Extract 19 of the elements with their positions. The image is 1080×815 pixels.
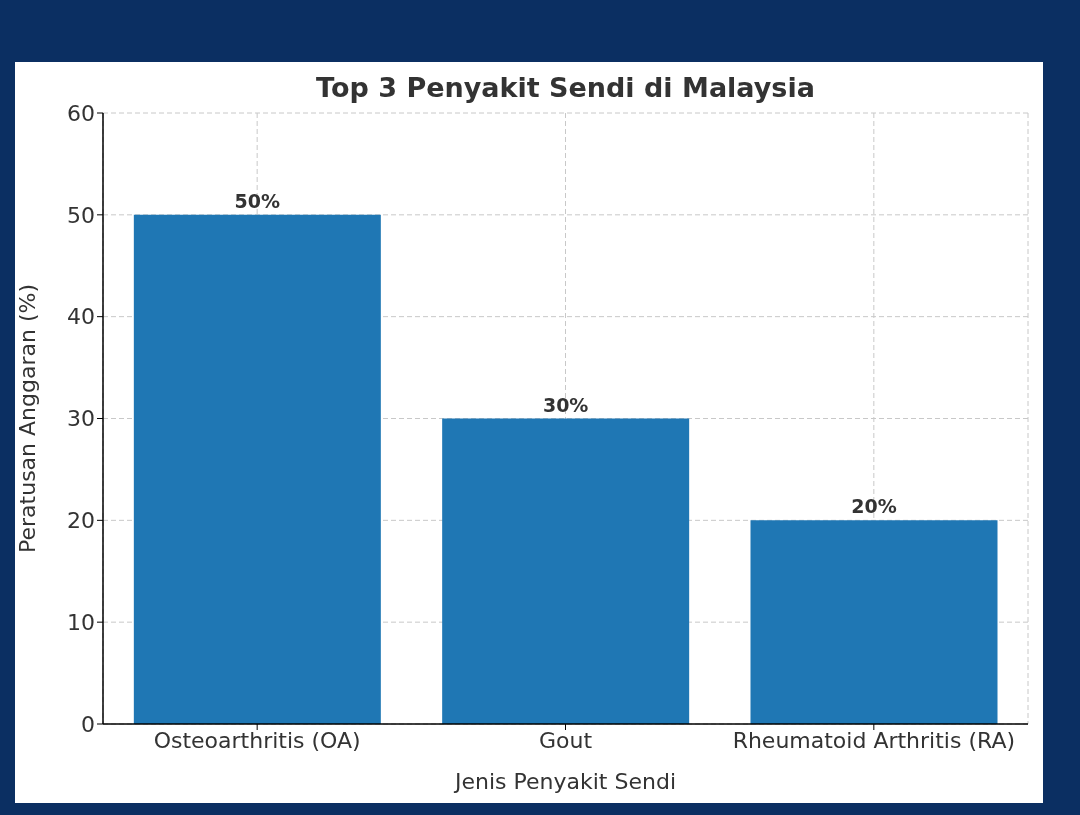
bar	[750, 520, 998, 724]
y-tick-label: 0	[81, 711, 95, 737]
data-label: 50%	[234, 189, 281, 212]
x-tick-label: Rheumatoid Arthritis (RA)	[732, 727, 1016, 753]
y-tick-label: 50	[67, 202, 95, 228]
data-label: 20%	[851, 495, 897, 518]
y-axis-title: Peratusan Anggaran (%)	[14, 284, 40, 553]
y-tick-label: 20	[67, 508, 95, 534]
bar	[133, 214, 381, 724]
y-tick-label: 30	[67, 406, 95, 432]
x-tick-label: Osteoarthritis (OA)	[153, 727, 361, 753]
data-label: 30%	[542, 393, 589, 416]
x-tick-label: Gout	[538, 727, 593, 753]
y-tick-label: 40	[67, 304, 95, 330]
chart-title: Top 3 Penyakit Sendi di Malaysia	[315, 72, 816, 103]
x-axis-title: Jenis Penyakit Sendi	[453, 769, 676, 794]
y-tick-label: 10	[67, 609, 95, 635]
bar	[442, 418, 690, 724]
y-tick-label: 60	[67, 100, 95, 126]
